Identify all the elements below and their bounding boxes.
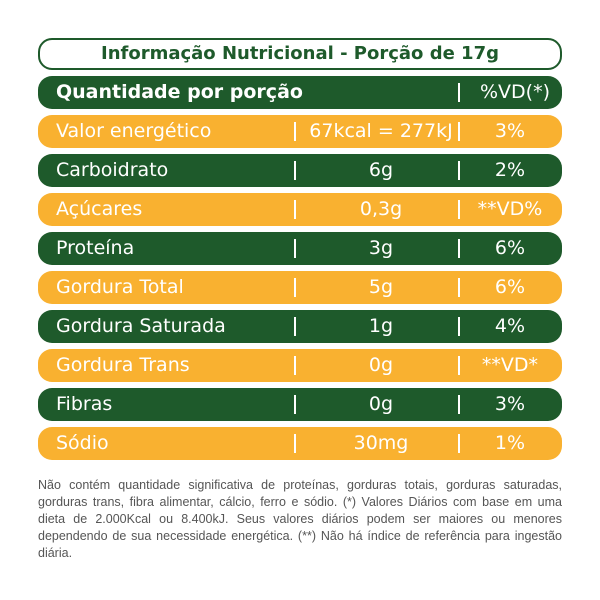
nutrient-row: Proteína 3g 6% [38,232,562,265]
column-divider [458,239,460,258]
nutrient-vd: 3% [494,393,526,415]
column-divider [458,278,460,297]
nutrient-amount: 5g [368,276,394,298]
column-divider [458,161,460,180]
nutrient-row: Valor energético 67kcal = 277kJ 3% [38,115,562,148]
column-divider [294,356,296,375]
column-divider [294,239,296,258]
nutrient-name: Gordura Total [56,276,184,298]
nutrient-name: Açúcares [56,198,143,220]
column-divider [458,122,460,141]
nutrient-name: Valor energético [56,120,212,142]
footnote: Não contém quantidade significativa de p… [38,478,562,560]
nutrient-row: Sódio 30mg 1% [38,427,562,460]
nutrient-row: Carboidrato 6g 2% [38,154,562,187]
nutrient-name: Gordura Trans [56,354,190,376]
nutrient-row: Fibras 0g 3% [38,388,562,421]
nutrient-amount: 67kcal = 277kJ [309,120,453,142]
nutrient-name: Gordura Saturada [56,315,226,337]
nutrient-amount: 3g [368,237,394,259]
column-divider [294,122,296,141]
nutrient-row: Gordura Total 5g 6% [38,271,562,304]
column-divider [294,200,296,219]
table-title: Informação Nutricional - Porção de 17g [38,38,562,70]
column-divider [294,434,296,453]
nutrient-name: Sódio [56,432,109,454]
nutrient-vd: 6% [494,237,526,259]
nutrient-row: Gordura Trans 0g **VD* [38,349,562,382]
header-vd-label: %VD(*) [479,81,550,103]
column-divider [294,161,296,180]
column-divider [458,317,460,336]
nutrient-vd: 4% [494,315,526,337]
column-divider [294,317,296,336]
nutrient-vd: **VD% [477,198,543,220]
nutrient-name: Carboidrato [56,159,169,181]
nutrient-amount: 30mg [353,432,409,454]
nutrient-row: Gordura Saturada 1g 4% [38,310,562,343]
column-divider [458,434,460,453]
column-divider [294,278,296,297]
header-quantity-label: Quantidade por porção [56,81,303,103]
nutrient-vd: **VD* [481,354,539,376]
column-divider [294,395,296,414]
nutrient-name: Proteína [56,237,135,259]
nutrient-row: Açúcares 0,3g **VD% [38,193,562,226]
nutrient-vd: 2% [494,159,526,181]
column-divider [458,83,460,102]
nutrient-amount: 0g [368,354,394,376]
nutrient-amount: 6g [368,159,394,181]
nutrient-amount: 1g [368,315,394,337]
nutrition-table: Informação Nutricional - Porção de 17g Q… [38,38,562,466]
nutrient-name: Fibras [56,393,113,415]
nutrient-amount: 0,3g [359,198,403,220]
nutrient-vd: 6% [494,276,526,298]
column-divider [458,356,460,375]
nutrient-vd: 3% [494,120,526,142]
nutrient-amount: 0g [368,393,394,415]
column-divider [458,200,460,219]
column-divider [458,395,460,414]
table-header-row: Quantidade por porção %VD(*) [38,76,562,109]
nutrient-vd: 1% [494,432,526,454]
